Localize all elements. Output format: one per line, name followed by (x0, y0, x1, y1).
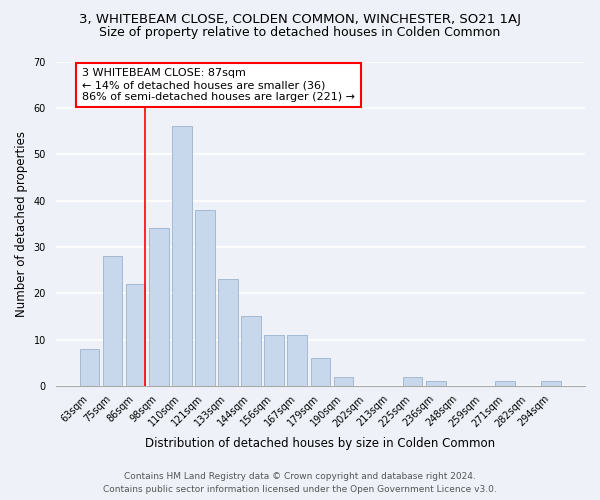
Bar (218, 280, 238, 386)
Y-axis label: Number of detached properties: Number of detached properties (15, 131, 28, 317)
Bar (241, 316, 261, 386)
Bar (103, 256, 122, 386)
Bar (311, 358, 330, 386)
Bar (172, 126, 191, 386)
X-axis label: Distribution of detached houses by size in Colden Common: Distribution of detached houses by size … (145, 437, 496, 450)
Bar (126, 284, 145, 386)
Bar (495, 382, 515, 386)
Bar (334, 377, 353, 386)
Bar (287, 335, 307, 386)
Text: Size of property relative to detached houses in Colden Common: Size of property relative to detached ho… (100, 26, 500, 39)
Bar (426, 382, 446, 386)
Bar (403, 377, 422, 386)
Text: Contains HM Land Registry data © Crown copyright and database right 2024.
Contai: Contains HM Land Registry data © Crown c… (103, 472, 497, 494)
Bar (265, 335, 284, 386)
Text: 3, WHITEBEAM CLOSE, COLDEN COMMON, WINCHESTER, SO21 1AJ: 3, WHITEBEAM CLOSE, COLDEN COMMON, WINCH… (79, 12, 521, 26)
Bar (195, 210, 215, 386)
Bar (149, 228, 169, 386)
Bar (80, 349, 100, 386)
Text: 3 WHITEBEAM CLOSE: 87sqm
← 14% of detached houses are smaller (36)
86% of semi-d: 3 WHITEBEAM CLOSE: 87sqm ← 14% of detach… (82, 68, 355, 102)
Bar (541, 382, 561, 386)
